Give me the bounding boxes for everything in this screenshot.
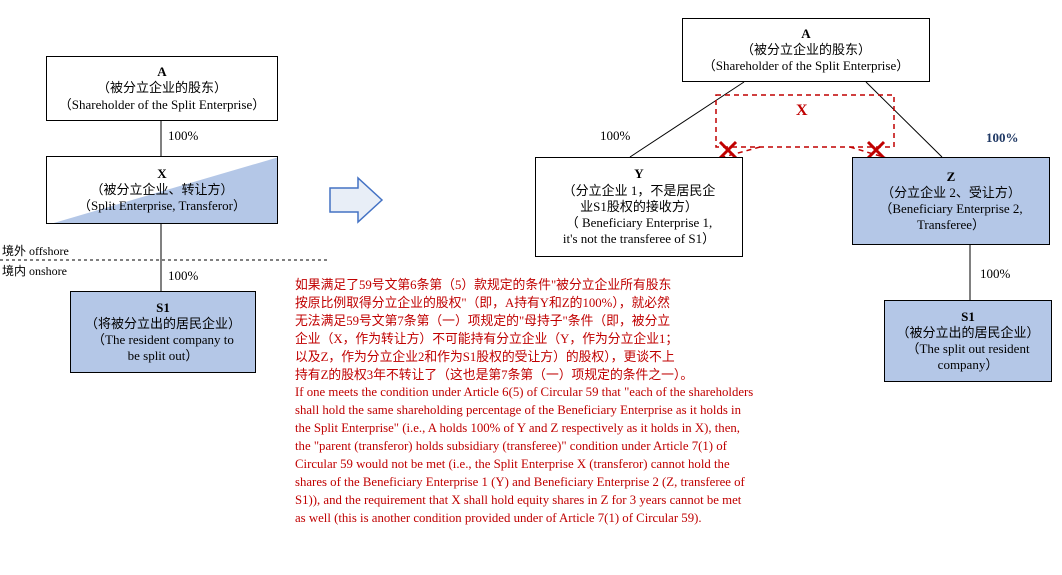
explain-cn-4: 以及Z，作为分立企业2和作为S1股权的受让方）的股权），更谈不上 <box>295 349 835 367</box>
right-node-Y: Y （分立企业 1，不是居民企 业S1股权的接收方） （ Beneficiary… <box>535 157 743 257</box>
ghost-x-label: X <box>796 102 808 120</box>
right-node-Z: Z （分立企业 2、受让方） （Beneficiary Enterprise 2… <box>852 157 1050 245</box>
left-A-line2: （Shareholder of the Split Enterprise） <box>51 97 273 113</box>
right-A-line1: （被分立企业的股东） <box>687 42 925 58</box>
left-S1-line1: （将被分立出的居民企业） <box>75 316 251 332</box>
right-A-line2: （Shareholder of the Split Enterprise） <box>687 58 925 74</box>
left-A-line1: （被分立企业的股东） <box>51 80 273 96</box>
right-Z-line2: （Beneficiary Enterprise 2, <box>857 201 1045 217</box>
explain-en-4: Circular 59 would not be met (i.e., the … <box>295 456 835 474</box>
transition-arrow <box>330 178 382 222</box>
right-Z-title: Z <box>857 169 1045 185</box>
right-S1-line2: （The split out resident <box>889 341 1047 357</box>
onshore-label: 境内 onshore <box>2 262 67 279</box>
explain-en-3: the "parent (transferor) holds subsidiar… <box>295 438 835 456</box>
right-Z-line3: Transferee） <box>857 217 1045 233</box>
left-X-line1: （被分立企业、转让方） <box>51 182 273 198</box>
right-Z-line1: （分立企业 2、受让方） <box>857 185 1045 201</box>
right-A-title: A <box>687 26 925 42</box>
right-Y-title: Y <box>540 166 738 182</box>
right-Y-line2: 业S1股权的接收方） <box>540 199 738 215</box>
right-S1-line3: company） <box>889 357 1047 373</box>
explain-en-7: as well (this is another condition provi… <box>295 510 835 528</box>
left-A-title: A <box>51 64 273 80</box>
offshore-label: 境外 offshore <box>2 242 69 259</box>
explain-cn-0: 如果满足了59号文第6条第（5）款规定的条件"被分立企业所有股东 <box>295 277 835 295</box>
explain-cn-3: 企业（X，作为转让方）不可能持有分立企业（Y，作为分立企业1； <box>295 331 835 349</box>
explanation-block: 如果满足了59号文第6条第（5）款规定的条件"被分立企业所有股东 按原比例取得分… <box>295 277 835 528</box>
left-pct-XS1: 100% <box>168 268 198 284</box>
explain-cn-5: 持有Z的股权3年不转让了（这也是第7条第（一）项规定的条件之一）。 <box>295 367 835 385</box>
explain-en-2: the Split Enterprise" (i.e., A holds 100… <box>295 420 835 438</box>
left-X-title: X <box>51 166 273 182</box>
right-S1-title: S1 <box>889 309 1047 325</box>
left-X-line2: （Split Enterprise, Transferor） <box>51 198 273 214</box>
right-node-S1: S1 （被分立出的居民企业） （The split out resident c… <box>884 300 1052 382</box>
left-S1-title: S1 <box>75 300 251 316</box>
explain-en-5: shares of the Beneficiary Enterprise 1 (… <box>295 474 835 492</box>
explain-cn-2: 无法满足59号文第7条第（一）项规定的"母持子"条件（即，被分立 <box>295 313 835 331</box>
right-pct-AY: 100% <box>600 128 630 144</box>
explain-cn-1: 按原比例取得分立企业的股权"（即，A持有Y和Z的100%），就必然 <box>295 295 835 313</box>
left-pct-AX: 100% <box>168 128 198 144</box>
right-Y-line4: it's not the transferee of S1） <box>540 231 738 247</box>
right-Y-line3: （ Beneficiary Enterprise 1, <box>540 215 738 231</box>
left-S1-line2: （The resident company to <box>75 332 251 348</box>
explain-en-1: shall hold the same shareholding percent… <box>295 402 835 420</box>
left-node-A: A （被分立企业的股东） （Shareholder of the Split E… <box>46 56 278 121</box>
left-node-X: X （被分立企业、转让方） （Split Enterprise, Transfe… <box>46 156 278 224</box>
right-Y-line1: （分立企业 1，不是居民企 <box>540 183 738 199</box>
right-node-A: A （被分立企业的股东） （Shareholder of the Split E… <box>682 18 930 82</box>
explain-en-6: S1)), and the requirement that X shall h… <box>295 492 835 510</box>
right-pct-ZS1: 100% <box>980 266 1010 282</box>
explain-en-0: If one meets the condition under Article… <box>295 384 835 402</box>
left-S1-line3: be split out） <box>75 348 251 364</box>
left-node-S1: S1 （将被分立出的居民企业） （The resident company to… <box>70 291 256 373</box>
right-S1-line1: （被分立出的居民企业） <box>889 325 1047 341</box>
right-pct-AZ: 100% <box>986 130 1019 146</box>
